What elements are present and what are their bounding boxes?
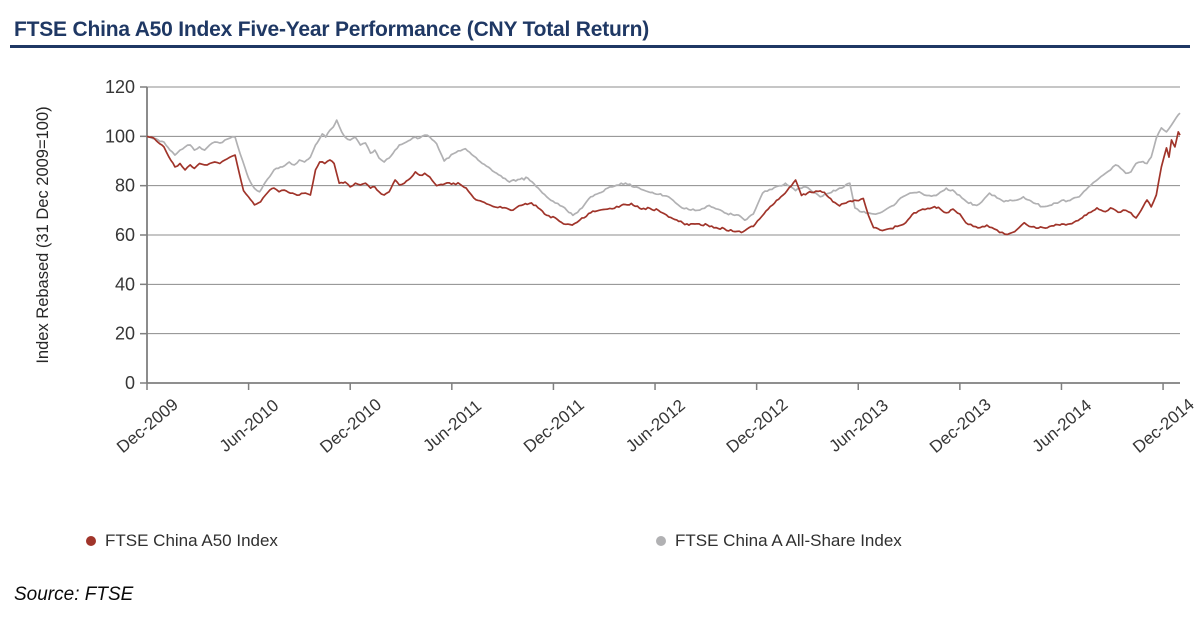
performance-chart: 0 20 40 60 80 100 120 Dec-2009 Jun-2010 Dec-2010 J… bbox=[34, 77, 1198, 457]
source-note: Source: FTSE bbox=[14, 584, 134, 605]
y-tick-label: 20 bbox=[115, 324, 135, 344]
x-tick-label: Dec-2012 bbox=[723, 395, 792, 457]
chart-title: FTSE China A50 Index Five-Year Performan… bbox=[14, 18, 650, 41]
x-tick-label: Jun-2012 bbox=[622, 396, 689, 456]
x-tick-label: Dec-2009 bbox=[113, 395, 182, 457]
x-tick-label: Jun-2014 bbox=[1029, 396, 1096, 456]
legend-marker-a50-icon bbox=[86, 536, 96, 546]
legend-label-allshare: FTSE China A All-Share Index bbox=[675, 531, 902, 550]
y-axis-title: Index Rebased (31 Dec 2009=100) bbox=[34, 106, 52, 363]
y-tick-label: 100 bbox=[105, 126, 135, 146]
legend-label-a50: FTSE China A50 Index bbox=[105, 531, 278, 550]
series-line-a50 bbox=[146, 131, 1181, 236]
x-tick-label: Jun-2013 bbox=[825, 396, 892, 456]
legend-item-a50: FTSE China A50 Index bbox=[86, 531, 278, 551]
y-tick-label: 40 bbox=[115, 274, 135, 294]
series-line-allshare bbox=[146, 112, 1181, 222]
legend-marker-allshare-icon bbox=[656, 536, 666, 546]
x-tick-label: Jun-2011 bbox=[420, 396, 486, 455]
title-rule bbox=[10, 45, 1190, 48]
y-tick-label: 80 bbox=[115, 176, 135, 196]
legend-item-allshare: FTSE China A All-Share Index bbox=[656, 531, 902, 551]
x-tick-label: Dec-2011 bbox=[520, 395, 588, 456]
x-tick-label: Dec-2010 bbox=[316, 395, 385, 457]
y-tick-label: 120 bbox=[105, 77, 135, 97]
y-tick-label: 0 bbox=[125, 373, 135, 393]
x-tick-label: Jun-2010 bbox=[216, 396, 283, 456]
x-tick-label: Dec-2014 bbox=[1129, 395, 1198, 457]
y-tick-label: 60 bbox=[115, 225, 135, 245]
x-tick-label: Dec-2013 bbox=[926, 395, 995, 457]
